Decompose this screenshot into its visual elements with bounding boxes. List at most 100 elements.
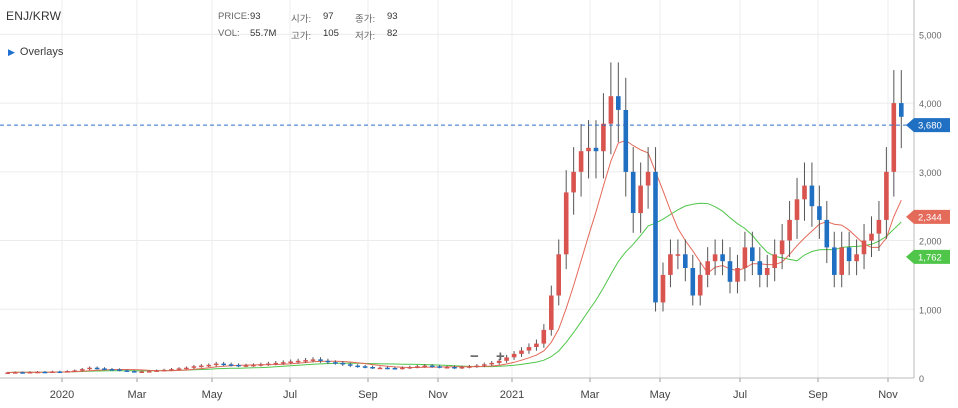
candle-body — [541, 329, 547, 344]
price-tag-label: 2,344 — [918, 212, 942, 223]
candle-body — [392, 368, 398, 370]
candle-body — [563, 192, 569, 255]
candle-body — [519, 350, 524, 354]
candle-body — [57, 371, 63, 373]
play-triangle-icon: ▶ — [8, 47, 15, 57]
x-tick-label: Jul — [283, 389, 297, 401]
candle-body — [169, 369, 174, 371]
candle-body — [310, 359, 316, 361]
stat-high: 고가: 105 — [291, 28, 339, 42]
candle-body — [184, 367, 189, 370]
candle-body — [764, 268, 770, 275]
candle-body — [146, 371, 152, 373]
candle-body — [630, 171, 636, 213]
stat-open: 시가: 97 — [291, 11, 334, 25]
candle-body — [645, 171, 651, 186]
y-tick-label: 3,000 — [919, 168, 942, 178]
candle-body — [608, 96, 614, 124]
candle-body — [362, 366, 368, 368]
candle-body — [280, 362, 286, 364]
candle-body — [586, 147, 591, 152]
candle-body — [899, 103, 904, 117]
candle-body — [638, 185, 643, 214]
candle-body — [727, 261, 733, 282]
candle-body — [779, 240, 785, 255]
x-tick-label: 2020 — [50, 389, 74, 401]
x-tick-label: May — [202, 389, 223, 401]
candle-body — [325, 360, 331, 363]
candle-body — [206, 364, 212, 367]
candle-body — [251, 364, 256, 367]
candle-body — [675, 254, 681, 256]
candle-body — [318, 359, 323, 361]
candle-body — [154, 370, 159, 372]
candle-body — [385, 367, 390, 370]
y-tick-label: 2,000 — [919, 237, 942, 247]
candle-body — [735, 268, 740, 282]
candle-body — [213, 363, 219, 366]
overlays-toggle[interactable]: ▶ Overlays — [8, 46, 63, 58]
candle-body — [690, 268, 696, 296]
candle-body — [65, 371, 70, 373]
candle-body — [370, 367, 375, 369]
candle-body — [876, 219, 882, 234]
candle-body — [79, 369, 85, 371]
candle-body — [50, 371, 55, 373]
candle-body — [593, 147, 599, 152]
zoom-out-button[interactable]: − — [470, 348, 479, 365]
candle-body — [109, 369, 115, 371]
x-tick-label: Sep — [808, 389, 828, 401]
candle-body — [861, 240, 867, 255]
candle-body — [139, 371, 144, 373]
candle-body — [884, 171, 889, 220]
candle-body — [824, 219, 830, 248]
candle-body — [422, 365, 427, 368]
candle-body — [809, 185, 815, 207]
price-tag-bg — [906, 209, 950, 224]
candle-body — [616, 96, 621, 110]
candle-body — [266, 363, 271, 366]
zoom-in-button[interactable]: + — [496, 348, 505, 365]
y-tick-label: 5,000 — [919, 30, 942, 40]
candle-body — [660, 274, 666, 303]
candle-body — [482, 364, 487, 366]
x-tick-label: Sep — [358, 389, 378, 401]
candle-body — [117, 369, 122, 371]
candle-body — [869, 233, 874, 241]
candle-body — [87, 367, 92, 370]
candle-body — [683, 254, 688, 268]
candle-body — [511, 353, 517, 358]
x-tick-label: Mar — [581, 389, 600, 401]
x-tick-label: Nov — [878, 389, 898, 401]
candle-body — [12, 372, 18, 374]
candle-body — [526, 347, 532, 351]
candle-body — [854, 254, 859, 262]
candle-body — [243, 365, 249, 367]
price-tag: 3,680 — [906, 118, 950, 133]
candle-body — [653, 171, 658, 303]
candle-body — [228, 364, 234, 366]
candle-body — [333, 362, 338, 364]
y-tick-label: 0 — [919, 374, 924, 384]
candle-body — [534, 343, 539, 347]
candle-body — [42, 371, 48, 374]
candle-body — [846, 247, 852, 262]
candle-body — [712, 254, 718, 262]
candle-body — [303, 360, 308, 362]
candle-body — [705, 261, 710, 275]
candle-body — [444, 367, 450, 369]
candle-body — [787, 219, 792, 241]
candle-body — [697, 274, 703, 296]
candle-body — [94, 367, 100, 370]
candle-body — [355, 365, 360, 368]
candle-body — [161, 369, 167, 372]
candle-body — [437, 366, 442, 368]
candle-body — [571, 171, 576, 193]
candle-body — [757, 261, 763, 275]
candle-body — [27, 372, 33, 374]
price-tag-label: 3,680 — [918, 121, 942, 132]
x-tick-label: Mar — [128, 389, 147, 401]
x-tick-label: Nov — [428, 389, 448, 401]
